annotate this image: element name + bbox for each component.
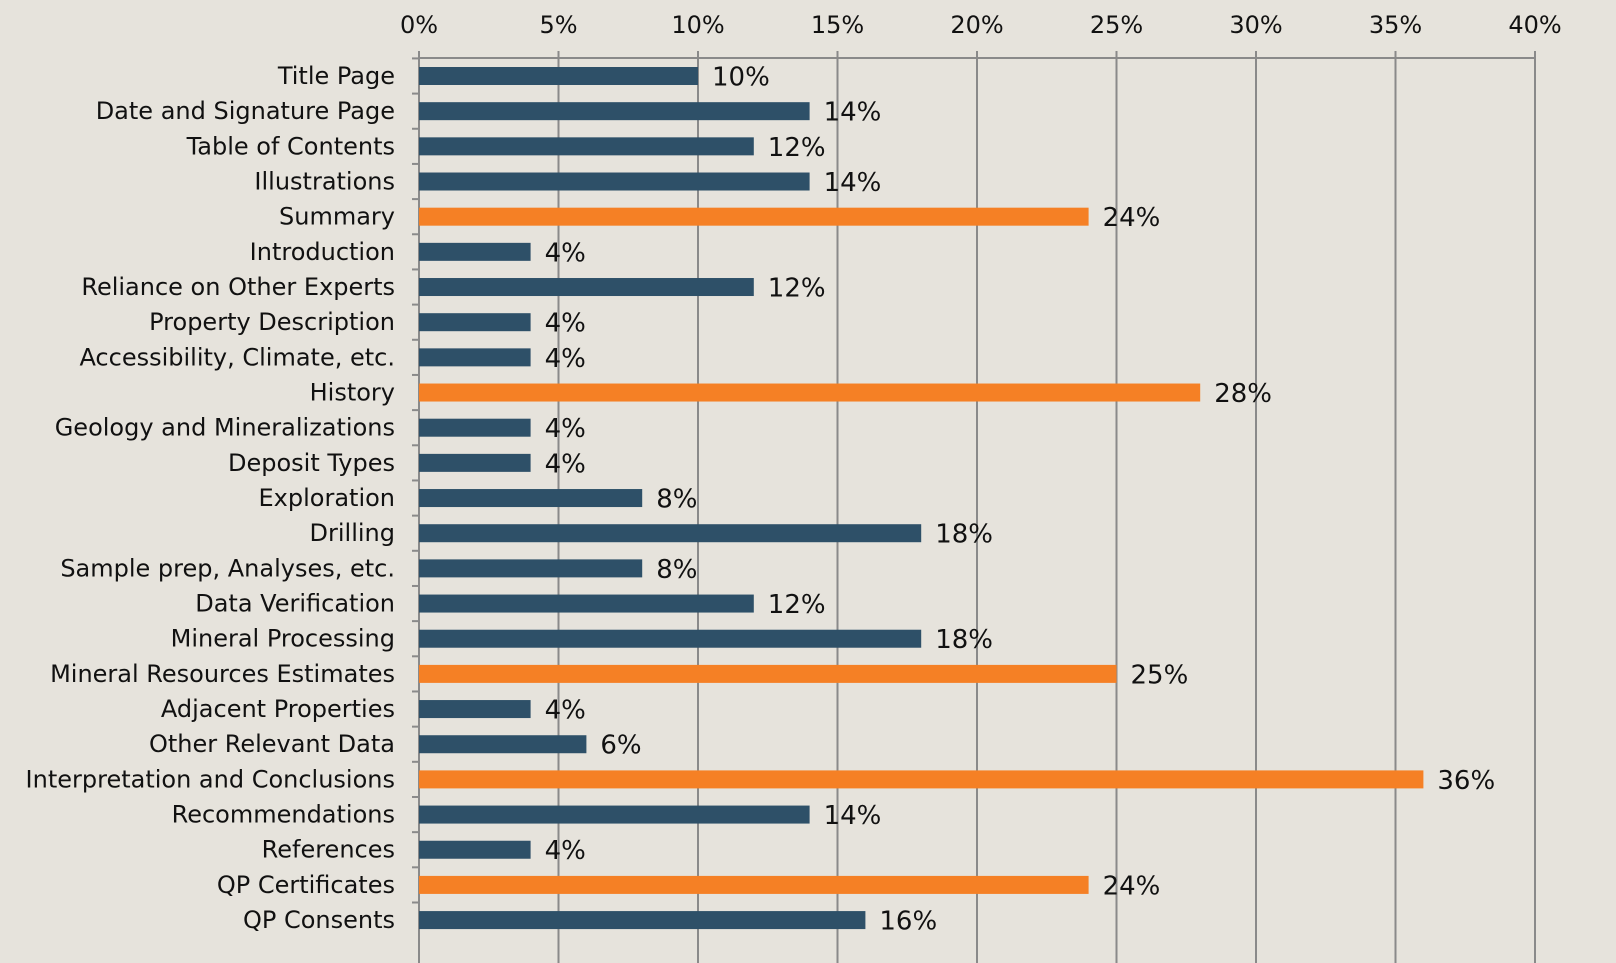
y-tick-label: Deposit Types [228, 449, 395, 477]
data-label: 24% [1103, 871, 1161, 901]
data-label: 4% [545, 309, 586, 339]
bar [419, 313, 531, 332]
y-tick-label: Interpretation and Conclusions [26, 765, 395, 793]
bar [419, 489, 643, 508]
y-tick-label: Introduction [250, 238, 395, 266]
y-tick-label: Accessibility, Climate, etc. [79, 343, 395, 371]
data-label: 10% [712, 63, 770, 93]
y-tick-label: QP Consents [243, 906, 395, 934]
data-label: 18% [935, 625, 993, 655]
data-label: 4% [545, 414, 586, 444]
bar [419, 383, 1201, 402]
data-label: 4% [545, 344, 586, 374]
data-label: 12% [768, 274, 826, 304]
data-label: 25% [1131, 660, 1189, 690]
bar [419, 629, 922, 648]
data-label: 18% [935, 520, 993, 550]
bar [419, 172, 810, 191]
bar [419, 559, 643, 578]
y-tick-label: Drilling [310, 519, 395, 547]
data-label: 8% [656, 485, 697, 515]
y-tick-label: Property Description [149, 308, 395, 336]
bar [419, 102, 810, 121]
x-tick-label: 40% [1508, 11, 1561, 39]
bar [419, 278, 754, 297]
y-tick-label: QP Certificates [217, 871, 395, 899]
x-tick-label: 5% [539, 11, 577, 39]
data-label: 6% [600, 731, 641, 761]
y-tick-label: Table of Contents [186, 132, 395, 160]
x-tick-label: 20% [950, 11, 1003, 39]
x-tick-label: 0% [400, 11, 438, 39]
x-tick-label: 10% [671, 11, 724, 39]
bar [419, 207, 1089, 226]
y-tick-label: Other Relevant Data [149, 730, 395, 758]
data-label: 28% [1214, 379, 1272, 409]
y-tick-label: Adjacent Properties [161, 695, 395, 723]
bar [419, 700, 531, 719]
data-label: 4% [545, 449, 586, 479]
y-tick-label: Mineral Resources Estimates [50, 660, 395, 688]
data-label: 14% [824, 168, 882, 198]
y-tick-label: Sample prep, Analyses, etc. [60, 554, 395, 582]
bar [419, 137, 754, 156]
data-label: 8% [656, 555, 697, 585]
y-tick-label: Summary [279, 203, 395, 231]
y-tick-label: Date and Signature Page [96, 97, 395, 125]
data-label: 14% [824, 801, 882, 831]
y-tick-label: Data Verification [195, 590, 395, 618]
data-label: 36% [1437, 766, 1495, 796]
data-label: 12% [768, 590, 826, 620]
bar [419, 348, 531, 367]
bar [419, 805, 810, 824]
x-tick-label: 25% [1090, 11, 1143, 39]
y-tick-label: Geology and Mineralizations [55, 414, 395, 442]
y-tick-label: Mineral Processing [171, 625, 395, 653]
bar [419, 594, 754, 613]
data-label: 24% [1103, 203, 1161, 233]
bar [419, 770, 1424, 789]
y-tick-label: Reliance on Other Experts [81, 273, 395, 301]
data-label: 4% [545, 238, 586, 268]
y-tick-label: Title Page [277, 62, 395, 90]
y-tick-label: Recommendations [172, 801, 395, 829]
bar [419, 875, 1089, 894]
x-tick-label: 30% [1229, 11, 1282, 39]
x-tick-label: 15% [811, 11, 864, 39]
data-label: 12% [768, 133, 826, 163]
bar [419, 664, 1117, 683]
y-tick-label: History [310, 379, 395, 407]
bar [419, 911, 866, 930]
bar [419, 735, 587, 754]
data-label: 16% [879, 907, 937, 937]
y-tick-label: References [262, 836, 395, 864]
x-tick-label: 35% [1369, 11, 1422, 39]
data-label: 4% [545, 696, 586, 726]
bar [419, 524, 922, 543]
bar [419, 67, 698, 85]
bar [419, 418, 531, 437]
bar [419, 453, 531, 472]
bar [419, 242, 531, 261]
bar [419, 840, 531, 859]
y-tick-label: Exploration [259, 484, 396, 512]
y-tick-label: Illustrations [254, 168, 395, 196]
data-label: 4% [545, 836, 586, 866]
data-label: 14% [824, 98, 882, 128]
